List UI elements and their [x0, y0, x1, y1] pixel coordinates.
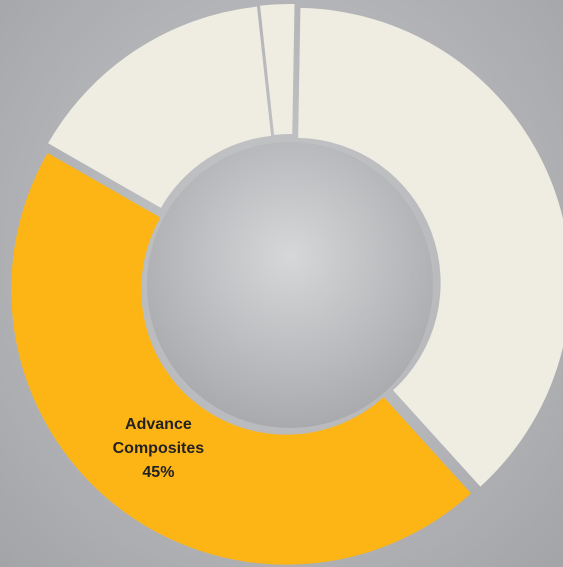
donut-slice	[260, 4, 295, 135]
slice-category: Advance Composites	[112, 415, 205, 457]
donut-slice	[11, 153, 471, 565]
donut-slice	[48, 6, 272, 208]
donut-slice	[298, 7, 563, 487]
donut-hole	[147, 142, 433, 428]
slice-value: 45%	[142, 463, 175, 481]
slice-label: Advance Composites 45%	[93, 413, 223, 485]
